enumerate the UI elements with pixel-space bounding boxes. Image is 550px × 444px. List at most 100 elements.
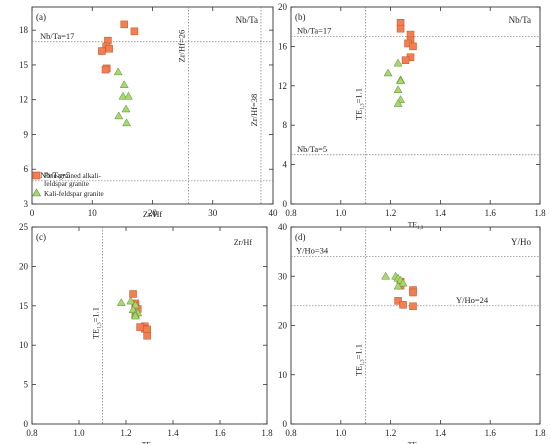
x-tick-label: 1.6 — [485, 208, 497, 218]
x-tick-label: 1.4 — [167, 428, 179, 438]
x-tick-label: 0 — [30, 208, 35, 218]
data-point-square — [101, 65, 110, 74]
data-point-triangle — [393, 281, 403, 290]
ref-line-label: Nb/Ta=17 — [297, 26, 331, 36]
ref-line-label: Nb/Ta=17 — [40, 31, 74, 41]
data-point-triangle — [398, 278, 408, 287]
panel-label: (d) — [295, 232, 306, 242]
data-point-triangle — [393, 85, 403, 93]
x-axis-label: TE1,3 — [142, 440, 158, 444]
y-tick-label: 10 — [278, 370, 288, 380]
x-tick-label: 1.2 — [120, 428, 131, 438]
x-axis-label: TE1,3 — [408, 220, 424, 231]
y-tick-label: 12 — [19, 95, 28, 105]
ref-line-label: Y/Ho=34 — [296, 246, 329, 256]
data-point-triangle — [393, 99, 403, 107]
y-tick-label: 10 — [19, 340, 29, 350]
y-tick-label: 40 — [278, 222, 288, 232]
legend-label-kali-feldspar: Kali-feldspar granite — [44, 190, 104, 198]
x-tick-label: 0.8 — [285, 208, 297, 218]
ref-line-label: TE1,3=1.1 — [354, 88, 366, 120]
x-tick-label: 10 — [88, 208, 98, 218]
panel-label: (c) — [36, 232, 46, 242]
data-point-triangle — [118, 91, 128, 100]
x-axis-label: Zr/Hf — [143, 209, 163, 219]
y-tick-label: 18 — [19, 25, 29, 35]
data-point-square — [399, 301, 407, 309]
x-tick-label: 0.8 — [285, 428, 297, 438]
data-point-square — [105, 44, 113, 53]
ref-line-label: Zr/Hf=26 — [177, 30, 187, 63]
x-tick-label: 1.6 — [214, 428, 226, 438]
y-tick-label: 0 — [283, 419, 288, 429]
y-tick-label: 5 — [24, 380, 29, 390]
x-tick-label: 1.6 — [485, 428, 497, 438]
data-point-triangle — [114, 111, 124, 120]
data-point-triangle — [119, 80, 129, 88]
x-tick-label: 0.8 — [26, 428, 38, 438]
y-tick-label: 4 — [283, 160, 288, 170]
y-tick-label: 6 — [24, 164, 29, 174]
ref-line-label: Y/Ho=24 — [456, 295, 489, 305]
panel-d: 0.8 1.0 1.2 1.4 1.6 1.8 0 10 20 30 40 Y/Ho=34 Y/Ho=2… — [278, 222, 546, 444]
data-point-triangle — [126, 296, 136, 305]
x-axis-label: TE1,3 — [408, 440, 424, 444]
data-point-square — [394, 297, 402, 305]
legend-label-fine-grained-line2: feldspar granite — [44, 180, 89, 188]
data-point-triangle — [113, 67, 123, 76]
x-tick-label: 1.8 — [261, 428, 273, 438]
corner-label: Y/Ho — [511, 237, 531, 247]
data-point-square — [98, 47, 106, 55]
y-tick-label: 15 — [19, 60, 29, 70]
x-tick-label: 1.0 — [335, 208, 347, 218]
panel-a: 0 10 20 30 40 3 6 9 12 15 18 Nb/Ta=17 Nb/Ta=5 Zr/Hf=2… — [19, 6, 279, 219]
y-tick-label: 15 — [19, 301, 29, 311]
data-point-triangle — [381, 271, 391, 280]
legend: Fine-grained alkali- feldspar granite Ka… — [31, 171, 104, 198]
panel-c: 0.8 1.0 1.2 1.4 1.6 1.8 0 5 10 15 20 25 TE1,3=1.1 (c)… — [19, 222, 273, 444]
data-point-square — [396, 24, 405, 33]
x-tick-label: 1.8 — [534, 208, 546, 218]
ref-line-label: Zr/Hf=38 — [249, 94, 259, 127]
y-tick-label: 0 — [24, 419, 29, 429]
ref-line-label: Nb/Ta=5 — [40, 170, 70, 180]
data-point-triangle — [130, 311, 140, 320]
data-point-triangle — [393, 58, 403, 67]
x-tick-label: 1.0 — [335, 428, 347, 438]
data-point-triangle — [122, 118, 132, 127]
x-tick-label: 40 — [269, 208, 279, 218]
y-tick-label: 20 — [278, 2, 288, 12]
corner-label: Nb/Ta — [509, 15, 531, 25]
y-tick-label: 30 — [278, 271, 288, 281]
y-tick-label: 8 — [283, 120, 288, 130]
y-tick-label: 20 — [19, 261, 29, 271]
data-point-square — [409, 302, 417, 311]
legend-label-fine-grained-line1: Fine-grained alkali- — [44, 172, 101, 180]
corner-label: Nb/Ta — [236, 15, 258, 25]
data-point-square — [143, 331, 151, 340]
x-tick-label: 30 — [208, 208, 218, 218]
data-point-square — [143, 325, 151, 334]
plot-frame — [31, 226, 268, 425]
panel-label: (b) — [295, 12, 306, 22]
x-tick-label: 1.8 — [534, 428, 546, 438]
y-tick-label: 0 — [283, 199, 288, 209]
data-point-triangle — [121, 104, 131, 113]
y-tick-label: 25 — [19, 222, 29, 232]
y-tick-label: 20 — [278, 321, 288, 331]
x-tick-label: 1.2 — [385, 208, 396, 218]
data-point-triangle — [383, 68, 393, 77]
data-point-triangle — [123, 91, 133, 100]
data-point-triangle — [396, 76, 405, 85]
data-point-square — [401, 56, 410, 64]
legend-swatch-fine-grained — [32, 171, 41, 180]
legend-swatch-kali-feldspar — [31, 188, 42, 197]
y-tick-label: 9 — [24, 129, 29, 139]
x-tick-label: 1.4 — [435, 208, 447, 218]
data-point-square — [129, 290, 137, 298]
plot-frame — [290, 6, 541, 205]
panel-b: 0.8 1.0 1.2 1.4 1.6 1.8 0 4 8 12 16 20 Nb/Ta=17 Nb/Ta… — [278, 2, 546, 231]
ref-line-label: Nb/Ta=5 — [297, 144, 327, 154]
panel-label: (a) — [36, 12, 46, 22]
